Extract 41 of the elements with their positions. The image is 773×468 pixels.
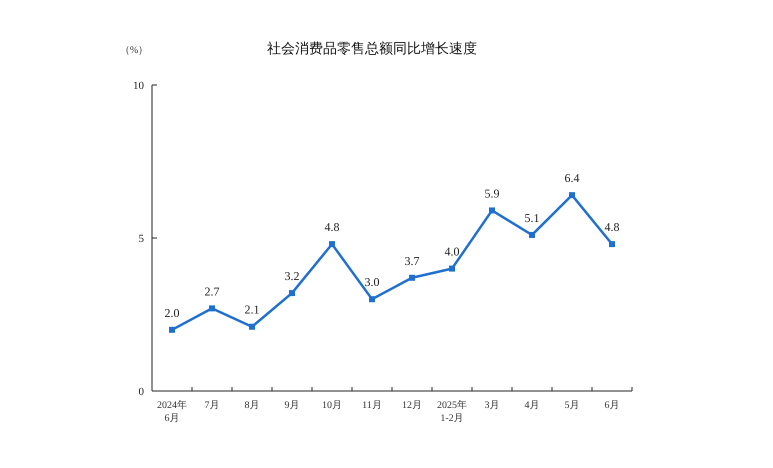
data-label: 5.1	[524, 210, 540, 225]
data-label: 4.0	[444, 244, 460, 259]
x-tick-label: 4月	[524, 400, 540, 411]
y-tick-label: 10	[133, 80, 144, 92]
x-tick-label: 12月	[402, 400, 422, 411]
data-label: 3.0	[364, 275, 380, 290]
data-label: 4.8	[604, 220, 620, 234]
point	[609, 241, 615, 248]
data-label: 4.8	[324, 220, 340, 234]
y-tick-label: 0	[138, 386, 144, 398]
data-label: 3.7	[404, 254, 420, 268]
data-label: 2.7	[204, 284, 220, 298]
x-tick-label: 9月	[284, 400, 300, 411]
y-tick-label: 5	[138, 232, 144, 245]
chart-title: 社会消费品零售总额同比增长速度	[267, 41, 477, 57]
data-label: 3.2	[284, 269, 300, 284]
point	[249, 324, 255, 330]
x-tick-label: 11月	[362, 400, 382, 411]
data-label: 6.4	[564, 171, 580, 186]
x-tick-label: 2025年 1-2月	[437, 399, 467, 424]
point	[329, 241, 335, 248]
x-tick-label: 5月	[564, 400, 580, 411]
point	[569, 192, 575, 198]
point	[409, 274, 415, 281]
x-tick-label: 10月	[322, 400, 342, 411]
x-tick-label: 6月	[604, 400, 620, 411]
data-label: 2.1	[244, 302, 260, 317]
point	[449, 266, 455, 272]
x-tick-label: 3月	[484, 400, 500, 411]
x-tick-label: 7月	[204, 400, 220, 411]
y-axis-title: （%）	[120, 45, 148, 56]
data-label: 2.0	[164, 306, 180, 320]
point	[369, 296, 375, 302]
point	[489, 207, 495, 214]
point	[289, 290, 295, 296]
point	[169, 326, 175, 333]
point	[209, 305, 215, 312]
point	[529, 232, 535, 238]
data-label: 5.9	[484, 186, 500, 200]
x-tick-label: 2024年 6月	[157, 399, 187, 424]
x-tick-label: 8月	[244, 400, 260, 411]
